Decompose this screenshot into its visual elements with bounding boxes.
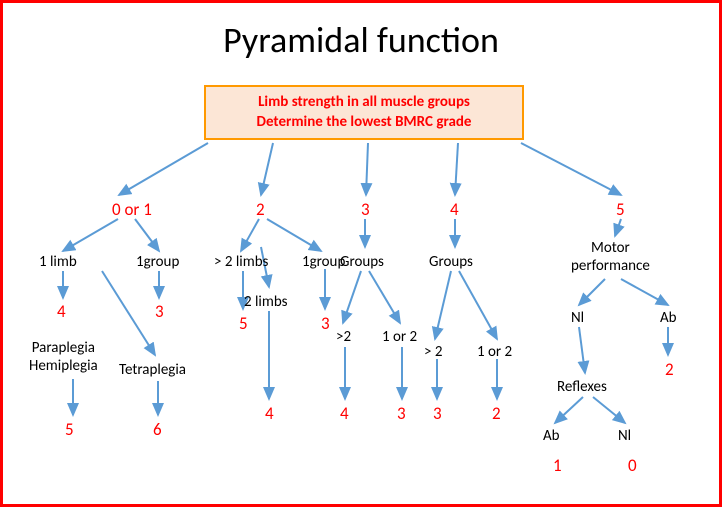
root-line2: Determine the lowest BMRC grade: [216, 113, 512, 133]
arrow: [615, 219, 621, 236]
arrow: [119, 143, 208, 195]
node-ngroups4: Groups: [429, 253, 473, 271]
node-ngt2_4: > 2: [424, 343, 442, 361]
branch-b4: 4: [450, 199, 459, 220]
node-ntetra_v: 6: [153, 419, 162, 440]
arrow: [459, 271, 497, 339]
arrow: [579, 327, 585, 373]
node-nAbR: Ab: [543, 427, 560, 445]
node-nAbR_v: 1: [553, 455, 562, 476]
branch-b01: 0 or 1: [112, 199, 152, 220]
arrow: [366, 143, 368, 195]
node-ngt2_3: >2: [336, 328, 351, 346]
diagram-frame: Pyramidal function Limb strength in all …: [0, 0, 722, 507]
root-box: Limb strength in all muscle groups Deter…: [204, 85, 524, 140]
node-nNlR_v: 0: [628, 455, 637, 476]
node-n1or2_4_v: 2: [492, 403, 501, 424]
node-ngroups3: Groups: [340, 253, 384, 271]
node-nNl5: Nl: [571, 309, 584, 327]
node-ngt2limbs_v: 5: [239, 313, 248, 334]
node-n1group: 1group: [136, 253, 179, 271]
arrow: [343, 271, 361, 323]
node-nAb5: Ab: [660, 309, 677, 327]
node-nparahemi: Paraplegia Hemiplegia: [29, 339, 98, 375]
node-ngt2_4_v: 3: [433, 403, 442, 424]
arrow: [455, 143, 458, 195]
node-n1limb_v: 4: [57, 301, 66, 322]
arrow: [135, 219, 159, 251]
arrow: [521, 143, 621, 195]
arrow: [267, 219, 321, 251]
branch-b5: 5: [616, 199, 625, 220]
node-n1group2: 1group: [302, 253, 345, 271]
node-nAb5_v: 2: [665, 359, 674, 380]
node-nNlR: Nl: [618, 427, 631, 445]
node-n2limbs_v: 4: [265, 403, 274, 424]
node-n1or2_3_v: 3: [397, 403, 406, 424]
arrow: [555, 397, 583, 423]
node-nparahemi_v: 5: [65, 419, 74, 440]
node-nmotor: Motor performance: [571, 239, 650, 275]
arrow: [621, 279, 668, 305]
node-n1limb: 1 limb: [39, 253, 77, 271]
arrow: [593, 397, 625, 423]
arrow: [435, 271, 451, 339]
root-line1: Limb strength in all muscle groups: [216, 93, 512, 113]
node-ngt2limbs: > 2 limbs: [214, 253, 268, 271]
node-n1or2_3: 1 or 2: [382, 328, 417, 346]
node-n1group2_v: 3: [321, 313, 330, 334]
node-n1group_v: 3: [155, 301, 164, 322]
arrow: [369, 271, 400, 323]
node-nreflex: Reflexes: [557, 378, 607, 396]
branch-b2: 2: [256, 199, 265, 220]
node-n1or2_4: 1 or 2: [477, 343, 512, 361]
arrow: [63, 219, 118, 251]
node-ntetra: Tetraplegia: [119, 361, 186, 379]
arrow: [241, 219, 259, 251]
arrow: [102, 271, 155, 355]
node-ngt2_3_v: 4: [340, 403, 349, 424]
branch-b3: 3: [361, 199, 370, 220]
arrow: [261, 143, 273, 195]
diagram-title: Pyramidal function: [3, 18, 719, 62]
node-n2limbs: 2 limbs: [244, 293, 288, 311]
arrow: [579, 279, 605, 305]
